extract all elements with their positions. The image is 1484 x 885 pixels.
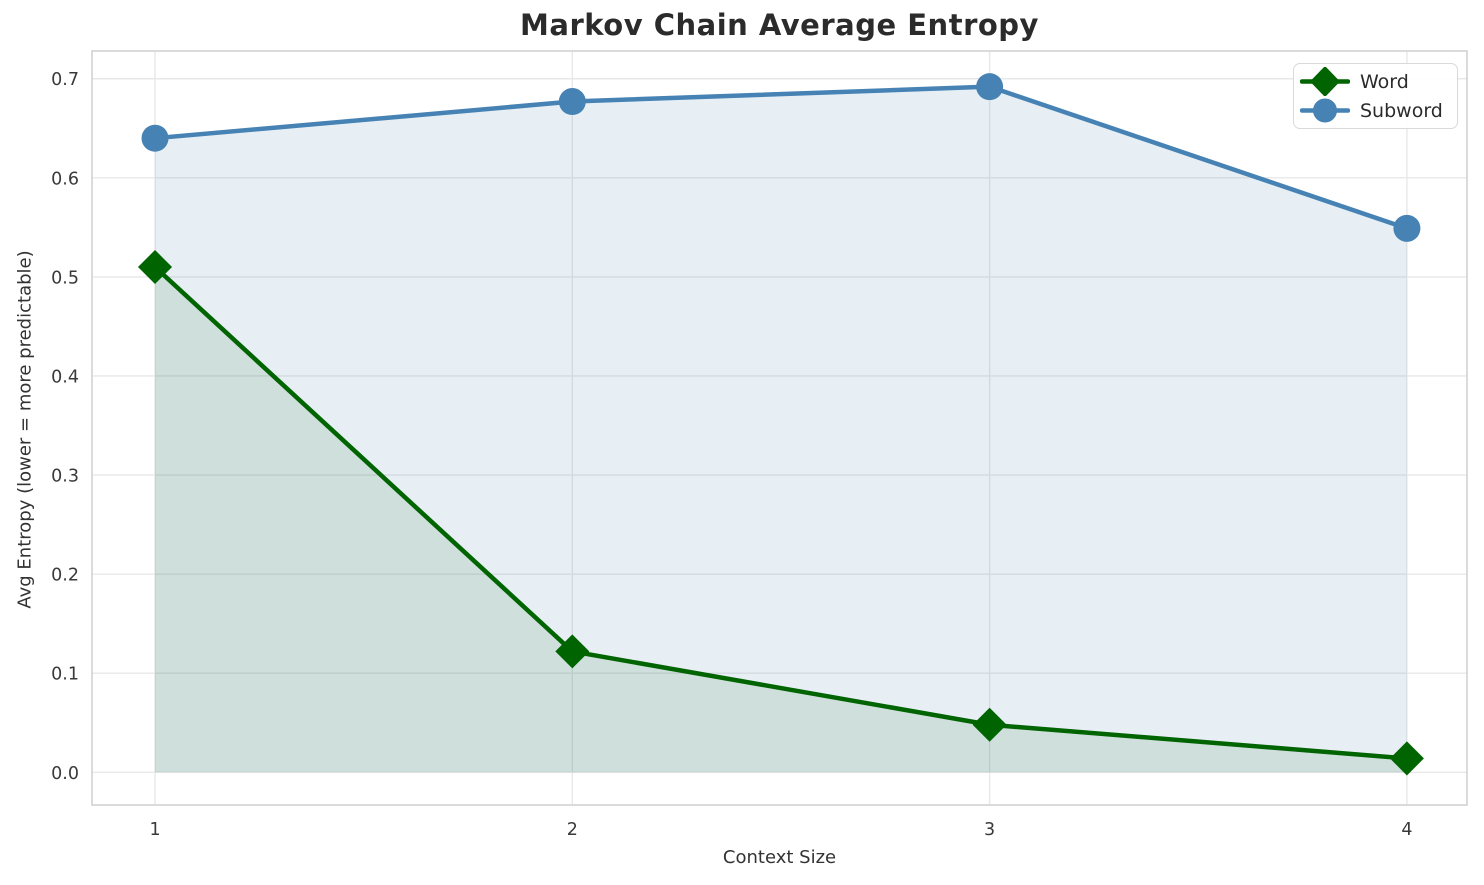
x-tick-label: 2: [567, 820, 578, 840]
plot-border: [91, 50, 1468, 806]
y-tick-label: 0.7: [51, 70, 79, 90]
y-tick-label: 0.5: [51, 268, 79, 288]
x-axis-label: Context Size: [722, 847, 837, 868]
data-point-marker: [555, 634, 590, 669]
data-point-marker: [1389, 741, 1424, 776]
y-tick-label: 0.3: [51, 467, 79, 487]
data-point-marker: [138, 249, 173, 285]
data-point-marker: [972, 707, 1007, 742]
word-series-line: [152, 264, 1410, 761]
legend-entry-subword: Subword: [1300, 96, 1447, 125]
y-axis-label: Avg Entropy (lower = more predictable): [14, 250, 36, 609]
data-point-marker: [558, 88, 586, 116]
subword-series-line: [152, 84, 1410, 231]
word-area-fill: [155, 266, 1407, 773]
subword-area-fill: [155, 86, 1407, 773]
y-tick-label: 0.4: [51, 367, 79, 387]
diamond-icon: [1310, 67, 1340, 96]
legend: Word Subword: [1293, 63, 1458, 129]
plot-background: [92, 51, 1467, 805]
subword-series-marker-icon: [1300, 98, 1350, 123]
x-tick-label: 1: [149, 820, 160, 840]
x-tick-label: 3: [984, 820, 995, 840]
y-tick-label: 0.2: [51, 566, 79, 586]
word-series-marker-icon: [1300, 67, 1350, 96]
data-point-marker: [1393, 214, 1421, 242]
legend-label-subword: Subword: [1360, 99, 1443, 122]
y-tick-label: 0.1: [51, 665, 79, 685]
data-point-marker: [141, 124, 169, 152]
x-tick-label: 4: [1401, 820, 1412, 840]
legend-entry-word: Word: [1300, 67, 1447, 96]
circle-icon: [1313, 98, 1337, 123]
y-tick-label: 0.0: [51, 764, 79, 784]
chart-title: Markov Chain Average Entropy: [520, 8, 1039, 42]
legend-label-word: Word: [1360, 70, 1409, 93]
y-tick-label: 0.6: [51, 169, 79, 189]
data-point-marker: [976, 73, 1004, 101]
